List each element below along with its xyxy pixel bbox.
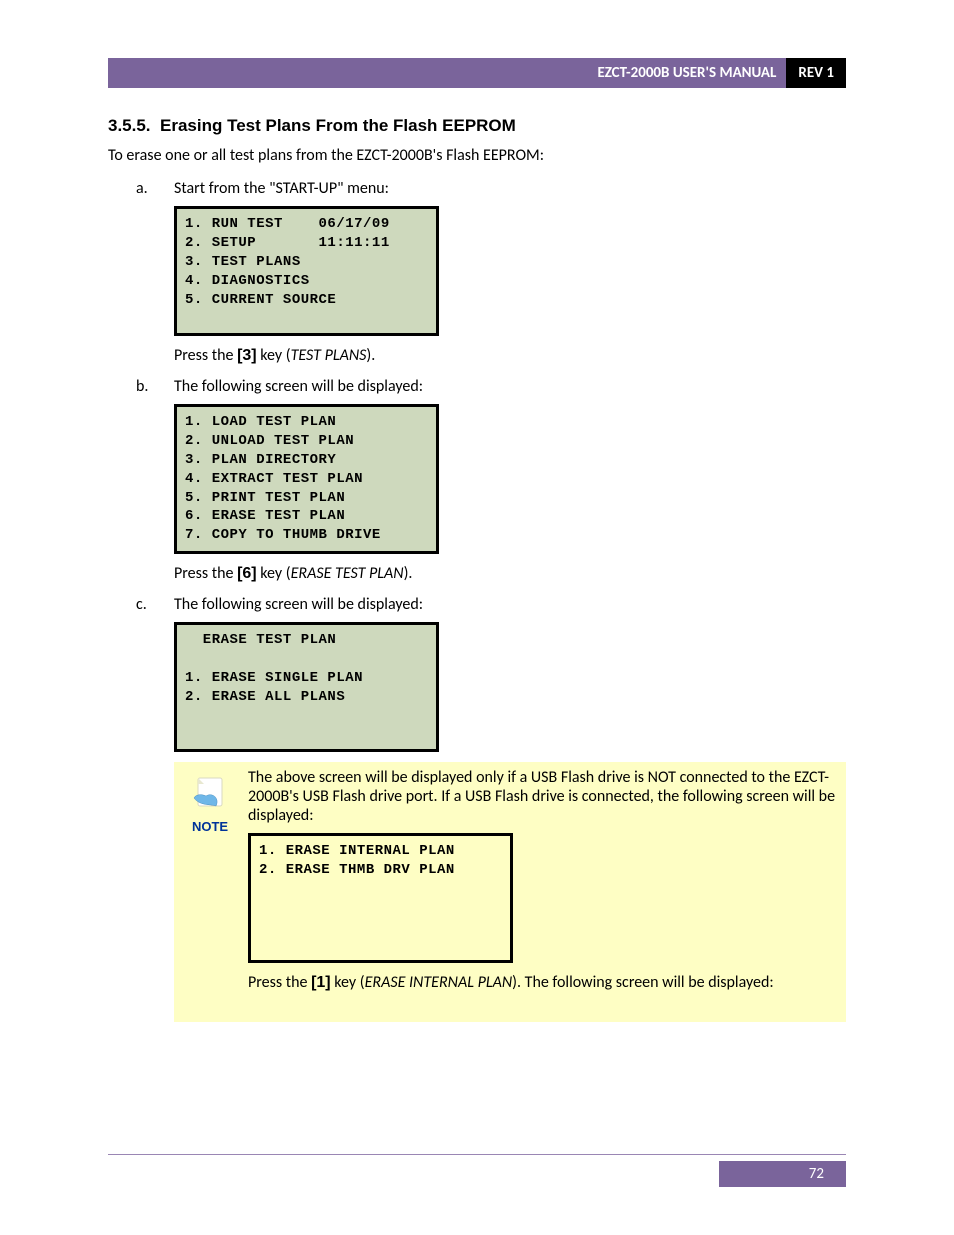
- lcd-line: 3. PLAN DIRECTORY: [185, 452, 336, 468]
- text: key (: [257, 564, 291, 583]
- page: EZCT-2000B USER'S MANUAL REV 1 3.5.5. Er…: [0, 0, 954, 1235]
- section-heading: 3.5.5. Erasing Test Plans From the Flash…: [108, 116, 846, 136]
- page-number: 72: [719, 1161, 846, 1187]
- step-b-text: The following screen will be displayed:: [174, 377, 423, 396]
- text: ).: [404, 564, 413, 583]
- lcd-line: 3. TEST PLANS: [185, 254, 301, 270]
- note-label: NOTE: [178, 819, 242, 834]
- section-title: Erasing Test Plans From the Flash EEPROM: [160, 116, 516, 135]
- italic-text: ERASE INTERNAL PLAN: [365, 973, 513, 992]
- text: key (: [331, 973, 365, 992]
- step-a-text: Start from the "START-UP" menu:: [174, 179, 389, 198]
- footer-divider: [108, 1154, 846, 1155]
- lcd-line: 2. SETUP 11:11:11: [185, 235, 390, 251]
- note-icon-column: NOTE: [178, 768, 242, 1004]
- header-title: EZCT-2000B USER'S MANUAL: [108, 58, 786, 88]
- text: key (: [257, 346, 291, 365]
- step-list: a. Start from the "START-UP" menu: 1. RU…: [108, 179, 846, 1022]
- lcd-line: 5. PRINT TEST PLAN: [185, 490, 345, 506]
- lcd-line: 4. EXTRACT TEST PLAN: [185, 471, 363, 487]
- italic-text: TEST PLANS: [291, 346, 367, 365]
- text: ). The following screen will be displaye…: [512, 973, 774, 992]
- text: ).: [366, 346, 375, 365]
- step-b-marker: b.: [136, 377, 174, 396]
- note-text: The above screen will be displayed only …: [248, 768, 836, 825]
- lcd-line: 6. ERASE TEST PLAN: [185, 508, 345, 524]
- key-1: [1]: [311, 974, 331, 991]
- header-rev: REV 1: [786, 58, 846, 88]
- key-3: [3]: [237, 347, 257, 364]
- step-a-marker: a.: [136, 179, 174, 198]
- step-c: c. The following screen will be displaye…: [136, 595, 846, 1022]
- note-box: NOTE The above screen will be displayed …: [174, 762, 846, 1022]
- step-c-marker: c.: [136, 595, 174, 614]
- lcd-line: 1. ERASE SINGLE PLAN: [185, 670, 363, 686]
- footer: 72: [108, 1154, 846, 1187]
- step-a: a. Start from the "START-UP" menu: 1. RU…: [136, 179, 846, 365]
- lcd-screen-testplans: 1. LOAD TEST PLAN 2. UNLOAD TEST PLAN 3.…: [174, 404, 439, 554]
- lcd-line: 2. UNLOAD TEST PLAN: [185, 433, 354, 449]
- note-body: The above screen will be displayed only …: [242, 768, 836, 1004]
- header-bar: EZCT-2000B USER'S MANUAL REV 1: [108, 58, 846, 88]
- note-icon: [190, 772, 230, 812]
- lcd-screen-startup: 1. RUN TEST 06/17/09 2. SETUP 11:11:11 3…: [174, 206, 439, 336]
- text: Press the: [248, 973, 311, 992]
- text: Press the: [174, 564, 237, 583]
- lcd-line: 1. RUN TEST 06/17/09: [185, 216, 390, 232]
- lcd-line: ERASE TEST PLAN: [185, 632, 336, 648]
- lcd-line: 4. DIAGNOSTICS: [185, 273, 310, 289]
- step-b: b. The following screen will be displaye…: [136, 377, 846, 583]
- key-6: [6]: [237, 565, 257, 582]
- lcd-line: 2. ERASE THMB DRV PLAN: [259, 862, 455, 878]
- lcd-line: 2. ERASE ALL PLANS: [185, 689, 345, 705]
- note-instruction: Press the [1] key (ERASE INTERNAL PLAN).…: [248, 973, 836, 992]
- lcd-screen-note: 1. ERASE INTERNAL PLAN 2. ERASE THMB DRV…: [248, 833, 513, 963]
- italic-text: ERASE TEST PLAN: [291, 564, 404, 583]
- lcd-line: 1. ERASE INTERNAL PLAN: [259, 843, 455, 859]
- lcd-screen-erase: ERASE TEST PLAN 1. ERASE SINGLE PLAN 2. …: [174, 622, 439, 752]
- section-number: 3.5.5.: [108, 116, 151, 135]
- step-a-instruction: Press the [3] key (TEST PLANS).: [174, 346, 846, 365]
- lcd-line: 5. CURRENT SOURCE: [185, 292, 336, 308]
- text: Press the: [174, 346, 237, 365]
- step-b-instruction: Press the [6] key (ERASE TEST PLAN).: [174, 564, 846, 583]
- lcd-line: 1. LOAD TEST PLAN: [185, 414, 336, 430]
- lcd-line: 7. COPY TO THUMB DRIVE: [185, 527, 381, 543]
- step-c-text: The following screen will be displayed:: [174, 595, 423, 614]
- section-intro: To erase one or all test plans from the …: [108, 146, 846, 165]
